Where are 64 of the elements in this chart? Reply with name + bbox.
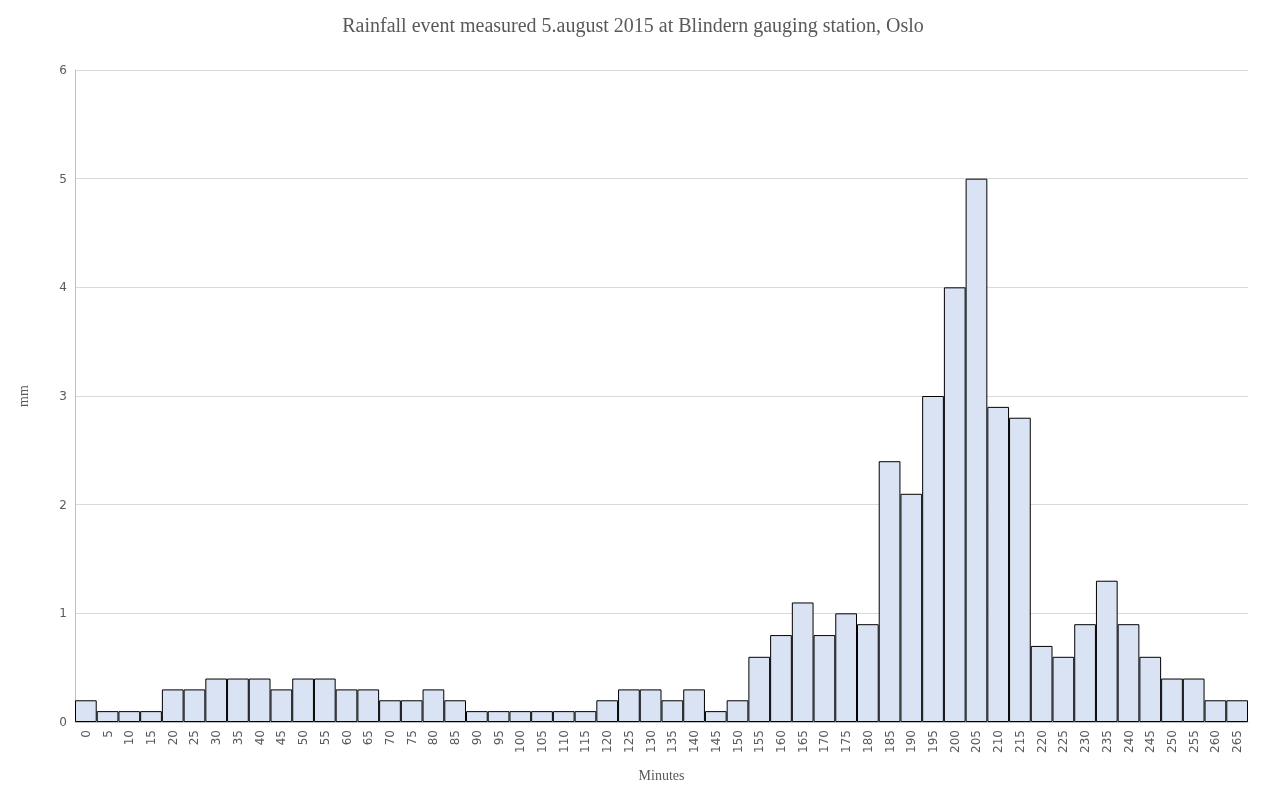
- y-tick-label: 3: [59, 389, 67, 403]
- x-tick-label: 50: [296, 730, 311, 746]
- y-tick-label: 0: [59, 715, 67, 729]
- x-tick-label: 35: [230, 730, 245, 746]
- x-tick-label: 185: [882, 730, 897, 753]
- x-tick-label: 220: [1034, 730, 1049, 753]
- x-axis-title: Minutes: [638, 767, 685, 783]
- x-tick-label: 25: [187, 730, 202, 746]
- x-tick-label: 180: [860, 730, 875, 753]
- x-tick-label: 30: [209, 730, 224, 746]
- x-tick-label: 190: [904, 730, 919, 753]
- x-tick-label: 75: [404, 730, 419, 746]
- x-tick-label: 130: [643, 730, 658, 753]
- x-tick-label: 225: [1056, 730, 1071, 753]
- x-tick-label: 80: [426, 730, 441, 746]
- x-tick-label: 110: [556, 730, 571, 753]
- x-tick-label: 55: [317, 730, 332, 746]
- x-tick-label: 145: [708, 730, 723, 753]
- x-tick-label: 40: [252, 730, 267, 746]
- x-tick-label: 250: [1164, 730, 1179, 753]
- y-tick-label: 5: [59, 171, 67, 186]
- x-tick-label: 150: [730, 730, 745, 753]
- x-tick-label: 0: [78, 730, 93, 738]
- x-tick-label: 245: [1143, 730, 1158, 753]
- x-tick-label: 45: [274, 730, 289, 746]
- y-tick-label: 1: [59, 606, 67, 621]
- y-axis-title: mm: [15, 385, 31, 407]
- x-tick-label: 120: [600, 730, 615, 753]
- y-tick-label: 4: [59, 280, 67, 295]
- x-tick-label: 65: [361, 730, 376, 746]
- x-tick-label: 90: [469, 730, 484, 746]
- x-tick-label: 215: [1012, 730, 1027, 753]
- x-tick-label: 135: [665, 730, 680, 753]
- x-tick-label: 210: [991, 730, 1006, 753]
- x-tick-label: 255: [1186, 730, 1201, 753]
- y-tick-label: 6: [59, 63, 67, 77]
- x-tick-label: 195: [926, 730, 941, 753]
- x-tick-label: 265: [1230, 730, 1245, 753]
- x-tick-label: 230: [1078, 730, 1093, 753]
- x-tick-label: 175: [839, 730, 854, 753]
- x-tick-label: 125: [621, 730, 636, 753]
- x-tick-label: 235: [1099, 730, 1114, 753]
- x-tick-label: 10: [122, 730, 137, 746]
- x-tick-label: 100: [513, 730, 528, 753]
- x-tick-label: 105: [535, 730, 550, 753]
- x-tick-label: 200: [947, 730, 962, 753]
- x-tick-label: 170: [817, 730, 832, 753]
- x-tick-label: 20: [165, 730, 180, 746]
- x-tick-label: 165: [795, 730, 810, 753]
- x-tick-label: 115: [578, 730, 593, 753]
- x-tick-label: 240: [1121, 730, 1136, 753]
- x-tick-label: 95: [491, 730, 506, 746]
- chart-title: Rainfall event measured 5.august 2015 at Blindern gauging station, Oslo: [342, 14, 924, 37]
- x-tick-label: 260: [1208, 730, 1223, 753]
- x-tick-label: 155: [752, 730, 767, 753]
- x-tick-label: 205: [969, 730, 984, 753]
- x-tick-label: 70: [382, 730, 397, 746]
- x-tick-label: 85: [448, 730, 463, 746]
- x-tick-label: 160: [773, 730, 788, 753]
- x-tick-label: 140: [687, 730, 702, 753]
- x-tick-label: 15: [144, 730, 159, 746]
- x-tick-label: 60: [339, 730, 354, 746]
- x-tick-label: 5: [100, 730, 115, 738]
- y-tick-label: 2: [59, 497, 67, 512]
